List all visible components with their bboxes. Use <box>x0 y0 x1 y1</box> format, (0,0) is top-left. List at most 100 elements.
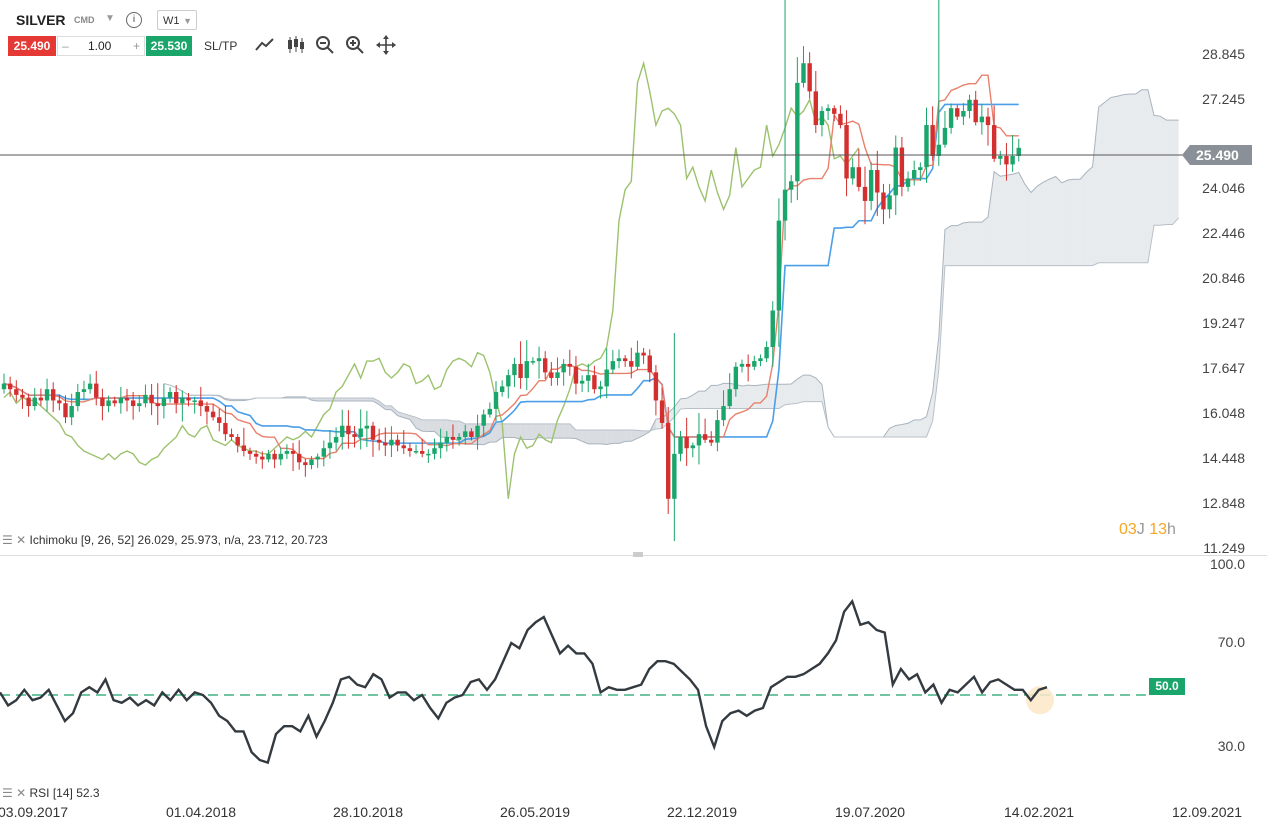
settings-icon[interactable]: ☰ ✕ <box>2 533 27 547</box>
rsi-label: RSI [14] 52.3 <box>29 786 100 800</box>
info-icon[interactable]: i <box>126 12 142 28</box>
cloud-segment <box>520 423 527 440</box>
candlestick-icon[interactable] <box>285 34 307 56</box>
cloud-segment <box>1154 115 1161 226</box>
buy-button[interactable]: 25.530 <box>146 36 192 56</box>
cloud-segment <box>336 398 343 402</box>
cloud-segment <box>373 398 380 405</box>
line-chart-icon[interactable] <box>254 34 276 56</box>
rsi-legend[interactable]: ☰ ✕ RSI [14] 52.3 <box>2 786 100 800</box>
candle-body <box>284 451 290 454</box>
candle-body <box>733 366 739 390</box>
candle-body <box>801 63 806 83</box>
candle-body <box>57 400 62 404</box>
y-tick-label: 14.448 <box>1202 450 1245 467</box>
candle-body <box>702 434 708 440</box>
cloud-segment <box>791 379 798 405</box>
plus-icon[interactable]: + <box>132 39 140 53</box>
candle-body <box>776 220 782 311</box>
minus-icon[interactable]: – <box>62 39 69 53</box>
candle-body <box>20 394 25 398</box>
candle-body <box>180 397 185 404</box>
candle-body <box>936 144 941 156</box>
y-tick-label: 16.048 <box>1202 405 1245 422</box>
zoom-out-icon[interactable] <box>314 34 336 56</box>
candle-body <box>905 178 911 187</box>
candle-body <box>647 355 652 373</box>
move-icon[interactable] <box>375 34 397 56</box>
rsi-tick-label: 100.0 <box>1209 556 1245 572</box>
candles <box>1 0 1021 541</box>
candle-body <box>961 111 966 117</box>
quantity-stepper[interactable]: – 1.00 + <box>57 36 145 56</box>
x-tick-label: 19.07.2020 <box>835 804 906 820</box>
cloud-segment <box>563 423 570 439</box>
cloud-segment <box>1129 94 1136 263</box>
tenkan-line <box>3 74 1019 460</box>
candle-body <box>721 406 726 421</box>
cloud-segment <box>1037 182 1044 266</box>
rsi-tick-label: 70.0 <box>1217 634 1245 650</box>
candle-body <box>204 406 210 412</box>
symbol-label[interactable]: SILVER <box>16 12 66 28</box>
cloud-segment <box>422 419 429 432</box>
cloud-segment <box>686 395 693 409</box>
kijun-line <box>3 103 1019 444</box>
candle-body <box>512 363 517 376</box>
candle-body <box>253 453 259 457</box>
cloud-segment <box>526 423 533 440</box>
candle-body <box>832 108 837 114</box>
candle-body <box>130 400 136 407</box>
cloud-segment <box>944 225 952 266</box>
candle-body <box>149 394 154 404</box>
cloud-segment <box>803 375 810 402</box>
cloud-segment <box>575 429 583 442</box>
cloud-segment <box>1000 175 1007 266</box>
candle-body <box>241 445 247 452</box>
candle-body <box>813 91 818 126</box>
candle-body <box>186 397 191 401</box>
candle-body <box>948 108 954 128</box>
cloud-segment <box>366 398 373 402</box>
cloud-segment <box>360 398 367 402</box>
ichimoku-cloud <box>163 89 1179 445</box>
cloud-segment <box>1006 174 1013 266</box>
cloud-segment <box>1061 180 1068 266</box>
sltp-button[interactable]: SL/TP <box>204 39 238 53</box>
cloud-segment <box>668 407 675 424</box>
ichimoku-lines <box>3 60 1180 499</box>
candle-body <box>844 125 849 179</box>
cloud-segment <box>428 419 435 432</box>
settings-icon[interactable]: ☰ ✕ <box>2 786 27 800</box>
candle-body <box>598 386 603 390</box>
candle-body <box>44 389 50 401</box>
chevron-down-icon[interactable]: ▼ <box>105 13 115 24</box>
quantity-value[interactable]: 1.00 <box>88 39 112 53</box>
candle-body <box>549 372 554 378</box>
candle-body <box>389 439 394 446</box>
cloud-segment <box>409 415 417 429</box>
candle-body <box>303 462 308 466</box>
candle-body <box>887 195 892 210</box>
candle-body <box>352 434 357 437</box>
cloud-segment <box>674 398 681 418</box>
candle-body <box>899 147 905 187</box>
cloud-segment <box>1172 120 1179 225</box>
rsi-pane <box>0 598 1150 765</box>
x-tick-label: 12.09.2021 <box>1172 804 1243 820</box>
candle-body <box>530 361 536 363</box>
ichimoku-legend[interactable]: ☰ ✕ Ichimoku [9, 26, 52] 26.029, 25.973,… <box>2 533 328 547</box>
candle-body <box>475 425 480 437</box>
chikou-line <box>3 60 860 499</box>
sell-button[interactable]: 25.490 <box>8 36 56 56</box>
candle-body <box>364 425 370 429</box>
candle-body <box>463 431 468 437</box>
cloud-segment <box>619 429 626 444</box>
zoom-in-icon[interactable] <box>344 34 366 56</box>
candle-body <box>383 442 388 446</box>
pane-resize-handle[interactable] <box>633 552 643 557</box>
x-tick-label: 01.04.2018 <box>166 804 237 820</box>
timeframe-select[interactable]: W1 ▼ <box>157 10 197 30</box>
candle-body <box>100 397 105 407</box>
